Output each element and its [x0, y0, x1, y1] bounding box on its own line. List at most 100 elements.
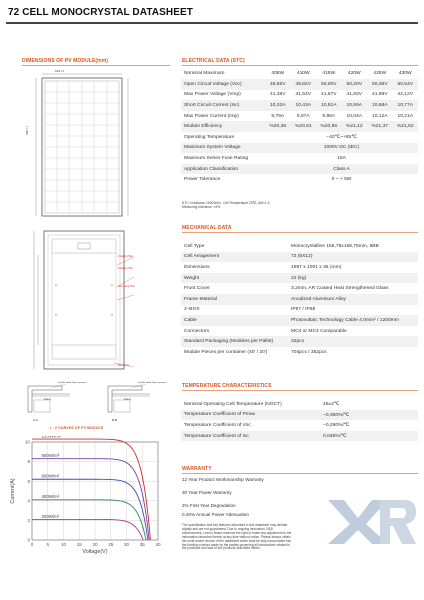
cell-value: 49,82V [290, 79, 316, 90]
grounding-hole-label: Grounding Hole [118, 285, 135, 288]
cell-value: 9,87A [296, 113, 310, 119]
row-label: Temperature Coefficient of Isc [181, 430, 311, 442]
mechanical-row: Standard Packaging (Modules per Pallet) 3… [181, 336, 418, 347]
row-label: Temperature Coefficient of Pmax [181, 409, 311, 421]
cell-value: 704pcs / 352pcs [291, 349, 327, 355]
series-label: 1000W/m² [41, 436, 62, 438]
section-electrical: ELECTRICAL DATA (STC) [182, 58, 245, 64]
row-label: Dimensions [184, 264, 210, 270]
cell-value: Photovoltaic Technology Cable 4,0mm² / 1… [288, 315, 418, 326]
iv-curve-1 [32, 458, 150, 541]
x-tick-label: 10 [61, 542, 67, 547]
cell-value: 50,54V [392, 79, 418, 90]
cell-value: 10,04A [346, 113, 362, 119]
row-label: J−BOX [184, 307, 200, 313]
cell-value: 410W [296, 71, 310, 77]
warranty-item: 0,45% Annual Power Attenuation [182, 512, 249, 517]
temperature-row: Nominal Operating Cell Temperature (NOCT… [181, 399, 418, 410]
frame-label-a: Frame [44, 398, 51, 401]
row-label: Standard Packaging (Modules per Pallet) [181, 336, 288, 347]
cell-value: 10,77A [392, 100, 418, 111]
x-tick-label: 0 [31, 542, 34, 547]
cell-value: 49,66V [265, 79, 291, 90]
cell-value: 415W [322, 71, 336, 77]
cell-value: 405W [271, 71, 285, 77]
row-label: Short Circuit Current (Isc) [181, 100, 265, 111]
temperature-row: Temperature Coefficient of Voc −0,280%/℃ [181, 420, 418, 431]
cell-value: 1987 x 1001 x 35 (mm) [291, 264, 342, 270]
cell-value: 425W [373, 71, 387, 77]
cell-value: 45±2℃ [323, 402, 340, 408]
installing-hole-label: Installing Hole [118, 255, 134, 258]
divider [182, 473, 418, 474]
temperature-table: Nominal Operating Cell Temperature (NOCT… [181, 399, 418, 442]
cell-value: 41,98V [371, 92, 388, 98]
drain-hole-label: Drain Hole [118, 364, 130, 367]
electrical-row: Max Power Current (Imp) 9,79A 9,87A 9,96A 10… [181, 111, 418, 122]
stc-note-line: Measuring tolerance: ±3% [182, 205, 221, 210]
cell-value: 41,38V [269, 92, 286, 98]
detail-b-label: Double Sided Tape Laminate [138, 382, 167, 384]
divider [22, 65, 170, 66]
cell-value: %20,61 [290, 121, 316, 133]
cell-value: 10,12A [371, 113, 388, 119]
cell-value: 41,52V [295, 92, 311, 98]
cell-value: 42,12V [397, 92, 413, 98]
divider [182, 65, 418, 66]
row-label: Temperature Coefficient of Voc [184, 422, 251, 428]
electrical-table: Nominal Maximum 405W 410W 415W 420W 425W 430W O… [181, 69, 418, 186]
row-label: Module Efficiency [181, 121, 265, 133]
divider [182, 232, 418, 233]
y-tick-label: 10 [25, 440, 31, 445]
cell-value: 0,048%/℃ [311, 430, 418, 442]
section-detail-b [102, 382, 162, 418]
mechanical-row: Connectors MC4 or MC4 Comparable [181, 326, 418, 337]
x-axis-label: Voltage(V) [82, 549, 107, 555]
page-title: 72 CELL MONOCRYSTAL DATASHEET [8, 7, 193, 18]
plot-frame [31, 441, 159, 541]
cell-value: −40℃~+85℃ [326, 135, 357, 141]
x-tick-label: 5 [46, 542, 49, 547]
cell-value: %21,62 [392, 121, 418, 133]
frame-label-b: Frame [124, 398, 131, 401]
mechanical-row: Frame Material Anodized Aluminum Alloy [181, 293, 418, 305]
electrical-row: Module Efficiency %20,36 %20,61 %20,86 %21,1… [181, 121, 418, 133]
warranty-item: 2% First Year Degradation [182, 503, 236, 508]
cell-value: MC4 or MC4 Comparable [291, 328, 347, 334]
cell-value: 22 (kg) [288, 272, 418, 284]
section-dimensions: DIMENSIONS OF PV MODULE(mm) [22, 58, 109, 64]
brand-logo [318, 496, 418, 546]
warranty-item: 30 Year Power Warranty [182, 490, 232, 495]
row-label: Power Tolerance [184, 177, 221, 183]
mechanical-row: Dimensions 1987 x 1001 x 35 (mm) [181, 262, 418, 273]
iv-curve-chart: 0 5 10 15 20 25 30 35 40 0 2 4 6 8 10 1000W/m² 800W/m² 60… [8, 433, 168, 556]
series-label: 800W/m² [41, 453, 59, 458]
section-warranty: WARRANTY [182, 466, 212, 472]
cell-value: Class A [265, 163, 418, 175]
cell-value: 9,79A [271, 113, 285, 119]
section-mechanical: MECHANICAL DATA [182, 225, 232, 231]
title-rule [6, 22, 418, 24]
temperature-row: Temperature Coefficient of Pmax −0,350%/℃ [181, 409, 418, 421]
cell-value: Anodized Aluminum Alloy [288, 293, 418, 305]
row-label: Nominal Operating Cell Temperature (NOCT… [184, 401, 282, 407]
mechanical-table: Cell Type Monocrystalline 158,75x158,75mm… [181, 241, 418, 358]
x-tick-label: 30 [124, 542, 130, 547]
x-tick-label: 25 [108, 542, 114, 547]
cell-value: 41,83V [346, 92, 362, 98]
cell-value: 430W [398, 71, 412, 77]
series-label: 400W/m² [41, 494, 59, 499]
row-label: Connectors [184, 328, 210, 334]
section-iv-curves: I - V CURVES OF PV MODULE [50, 426, 104, 430]
divider [182, 390, 418, 391]
electrical-row: Operating Temperature −40℃~+85℃ [181, 132, 418, 143]
row-label: Operating Temperature [184, 134, 235, 140]
cell-value: %21,37 [367, 121, 393, 133]
mechanical-row: Cable Photovoltaic Technology Cable 4,0mm… [181, 315, 418, 326]
row-label: Max Power Voltage (Vmp) [184, 92, 241, 98]
y-tick-label: 8 [27, 459, 30, 464]
y-tick-label: 2 [27, 518, 30, 523]
cell-value: 50,20V [341, 79, 367, 90]
y-tick-label: 6 [27, 479, 30, 484]
electrical-row: Power Tolerance 0 ~ + 5W [181, 174, 418, 185]
